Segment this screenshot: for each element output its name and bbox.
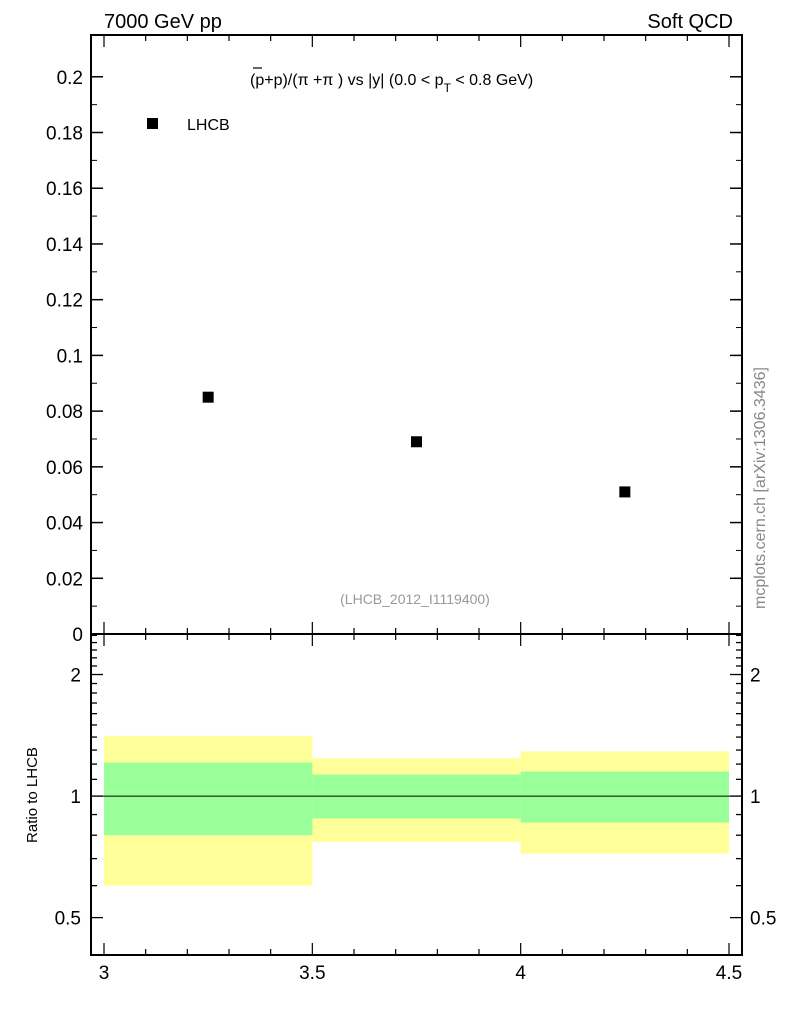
ratio-ytick-label: 1 [70, 787, 81, 808]
ratio-ylabel: Ratio to LHCB [24, 747, 41, 843]
ratio-frame [90, 633, 743, 956]
side-label: mcplots.cern.ch [arXiv:1306.3436] [752, 367, 769, 609]
legend-label: LHCB [187, 117, 230, 134]
analysis-watermark: (LHCB_2012_I1119400) [340, 591, 490, 607]
ratio-ytick-label-right: 1 [750, 787, 761, 808]
ratio-ytick-label: 2 [70, 666, 81, 687]
data-point [202, 391, 214, 403]
band-green [520, 771, 729, 823]
ytick-label: 0.16 [46, 179, 83, 200]
ytick-label: 0.1 [57, 346, 83, 367]
data-point [411, 436, 422, 448]
plot-title: (p+p)/(π +π ) vs |y| (0.0 < pT < 0.8 GeV… [250, 72, 533, 95]
header-left: 7000 GeV pp [104, 11, 222, 33]
ytick-label: 0.12 [46, 291, 83, 312]
data-point [619, 486, 631, 498]
xtick-label: 3 [99, 963, 110, 984]
ytick-label: 0.2 [57, 68, 83, 89]
ratio-ytick-label: 0.5 [55, 909, 81, 930]
xtick-label: 4.5 [716, 963, 742, 984]
ratio-ytick-label-right: 2 [750, 666, 761, 687]
ytick-label: 0.04 [46, 514, 83, 535]
ytick-label: 0.06 [46, 458, 83, 479]
ytick-label: 0.14 [46, 235, 83, 256]
header-right: Soft QCD [647, 11, 733, 33]
xtick-label: 4 [515, 963, 526, 984]
ytick-label: 0.18 [46, 124, 83, 145]
ratio-ytick-label-right: 0.5 [750, 909, 776, 930]
ytick-label: 0 [72, 625, 83, 646]
ytick-label: 0.02 [46, 569, 83, 590]
xtick-label: 3.5 [299, 963, 325, 984]
ratio-plot: 0.5 0.5 1 1 2 2 3 3.5 4 4.5 [55, 633, 776, 984]
ytick-label: 0.08 [46, 402, 83, 423]
legend-marker [147, 118, 158, 129]
band-green [104, 762, 313, 836]
